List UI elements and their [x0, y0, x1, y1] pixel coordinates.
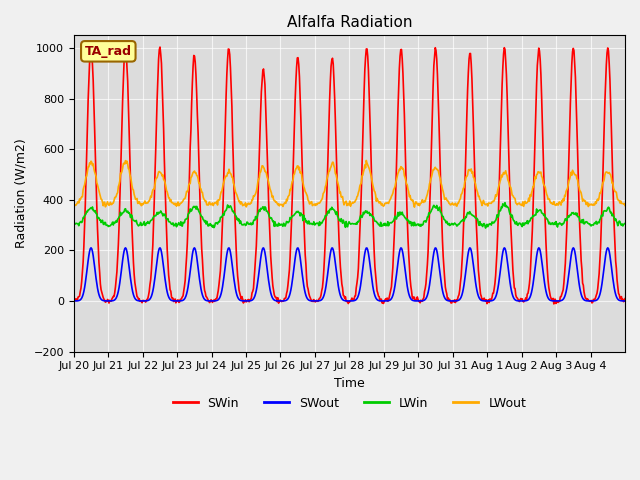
- LWin: [621, 220, 629, 226]
- LWout: [621, 203, 629, 208]
- SWout: [621, 298, 629, 304]
- LWout: [362, 157, 370, 163]
- SWout: [237, 298, 244, 303]
- SWout: [135, 298, 143, 304]
- LWin: [134, 223, 142, 229]
- LWout: [134, 200, 142, 206]
- X-axis label: Time: Time: [334, 377, 365, 390]
- LWout: [236, 198, 244, 204]
- LWin: [263, 208, 271, 214]
- LWout: [284, 194, 292, 200]
- SWin: [621, 296, 629, 301]
- LWout: [407, 197, 415, 203]
- SWout: [264, 272, 271, 277]
- SWin: [438, 217, 445, 223]
- SWin: [134, 296, 142, 302]
- LWout: [411, 204, 419, 210]
- SWout: [285, 295, 292, 300]
- LWin: [284, 220, 292, 226]
- Line: SWout: SWout: [74, 248, 625, 301]
- LWin: [501, 200, 509, 205]
- SWin: [550, 301, 557, 307]
- Text: TA_rad: TA_rad: [85, 45, 132, 58]
- LWin: [437, 209, 445, 215]
- LWin: [236, 220, 244, 226]
- Line: LWin: LWin: [74, 203, 625, 228]
- SWout: [70, 298, 77, 304]
- SWout: [438, 284, 445, 289]
- Y-axis label: Radiation (W/m2): Radiation (W/m2): [15, 139, 28, 248]
- Title: Alfalfa Radiation: Alfalfa Radiation: [287, 15, 412, 30]
- SWin: [70, 298, 77, 303]
- Line: LWout: LWout: [74, 160, 625, 207]
- LWin: [482, 225, 490, 231]
- SWin: [285, 275, 292, 281]
- SWin: [156, 44, 164, 50]
- SWin: [407, 283, 415, 289]
- LWin: [406, 219, 414, 225]
- SWout: [407, 296, 415, 301]
- LWout: [263, 174, 271, 180]
- Line: SWin: SWin: [74, 47, 625, 304]
- Legend: SWin, SWout, LWin, LWout: SWin, SWout, LWin, LWout: [168, 392, 531, 415]
- SWin: [264, 169, 271, 175]
- SWout: [87, 245, 95, 251]
- LWin: [70, 222, 77, 228]
- SWin: [237, 293, 244, 299]
- LWout: [70, 202, 77, 208]
- LWout: [438, 186, 446, 192]
